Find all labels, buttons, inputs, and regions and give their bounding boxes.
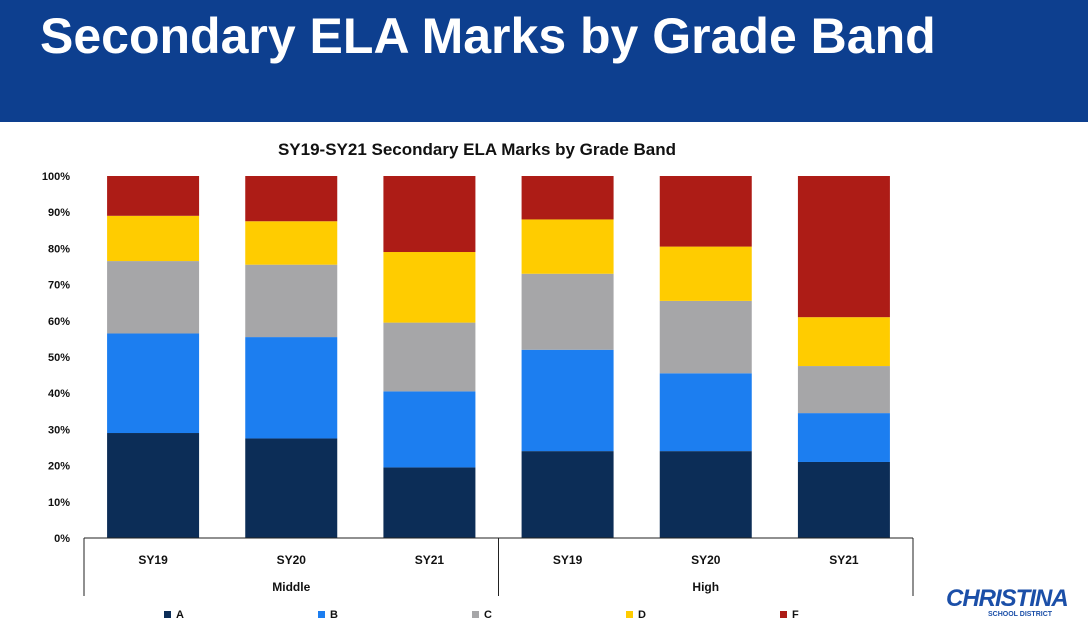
x-tick-label: SY19: [138, 553, 168, 567]
bar-segment-a: [521, 451, 614, 538]
bar-segment-b: [521, 349, 614, 452]
bar-segment-b: [797, 413, 890, 462]
y-axis: 0% 10% 20% 30% 40% 50% 60% 70% 80% 90% 100%: [42, 171, 70, 545]
bar-segment-c: [383, 322, 476, 392]
x-tick-label: SY20: [277, 553, 307, 567]
legend-swatch-d: [626, 611, 633, 618]
legend-label-f: F: [792, 609, 799, 621]
bar-segment-f: [521, 176, 614, 220]
y-tick-label: 10%: [48, 497, 70, 509]
legend-label-d: D: [638, 609, 646, 621]
bar-segment-c: [659, 300, 752, 374]
bar-segment-f: [107, 176, 200, 216]
chart-title: SY19-SY21 Secondary ELA Marks by Grade B…: [278, 140, 676, 159]
stacked-bar-chart: SY19-SY21 Secondary ELA Marks by Grade B…: [42, 140, 914, 621]
bar-segment-f: [383, 176, 476, 253]
x-tick-label: SY21: [415, 553, 445, 567]
bar-segment-d: [107, 215, 200, 262]
y-tick-label: 0%: [54, 533, 70, 545]
y-tick-label: 80%: [48, 243, 70, 255]
logo-wordmark: CHRISTINA: [946, 585, 1069, 612]
legend-swatch-c: [472, 611, 479, 618]
bar-segment-a: [107, 433, 200, 538]
bar-segment-b: [659, 373, 752, 452]
x-tick-label: SY21: [829, 553, 859, 567]
legend-swatch-f: [780, 611, 787, 618]
bar-segment-c: [521, 273, 614, 350]
legend-swatch-a: [164, 611, 171, 618]
x-tick-label: SY20: [691, 553, 721, 567]
slide-header: Secondary ELA Marks by Grade Band: [0, 0, 1088, 122]
x-group-label: Middle: [272, 580, 310, 594]
bar-segment-d: [383, 252, 476, 323]
slide-title: Secondary ELA Marks by Grade Band: [40, 8, 936, 64]
legend-label-a: A: [176, 609, 184, 621]
bar-segment-a: [797, 461, 890, 538]
bar-segment-c: [245, 264, 338, 338]
bar-segment-b: [245, 337, 338, 439]
x-axis: SY19 SY20 SY21 Middle SY19 SY20 SY21 High: [83, 537, 914, 596]
bar-segment-c: [107, 261, 200, 334]
x-tick-label: SY19: [553, 553, 583, 567]
christina-logo: CHRISTINA SCHOOL DISTRICT: [946, 587, 1080, 623]
bar-segment-f: [245, 176, 338, 222]
bar-segment-d: [521, 219, 614, 274]
bar-segment-c: [797, 366, 890, 414]
bar-segment-a: [245, 438, 338, 538]
bar-segment-f: [797, 176, 890, 318]
x-group-label: High: [692, 580, 719, 594]
logo-subtitle: SCHOOL DISTRICT: [988, 611, 1053, 618]
y-tick-label: 60%: [48, 316, 70, 328]
y-tick-label: 70%: [48, 280, 70, 292]
bar-segment-d: [797, 317, 890, 367]
bars: [107, 176, 890, 538]
bar-segment-d: [245, 221, 338, 265]
y-tick-label: 90%: [48, 207, 70, 219]
y-tick-label: 30%: [48, 424, 70, 436]
bar-segment-b: [107, 333, 200, 434]
y-tick-label: 40%: [48, 388, 70, 400]
y-tick-label: 20%: [48, 461, 70, 473]
y-tick-label: 50%: [48, 352, 70, 364]
bar-segment-f: [659, 176, 752, 247]
legend-swatch-b: [318, 611, 325, 618]
bar-segment-b: [383, 391, 476, 468]
y-tick-label: 100%: [42, 171, 70, 183]
bar-segment-a: [383, 467, 476, 538]
bar-segment-a: [659, 451, 752, 538]
legend-label-b: B: [330, 609, 338, 621]
bar-segment-d: [659, 246, 752, 301]
legend-label-c: C: [484, 609, 492, 621]
